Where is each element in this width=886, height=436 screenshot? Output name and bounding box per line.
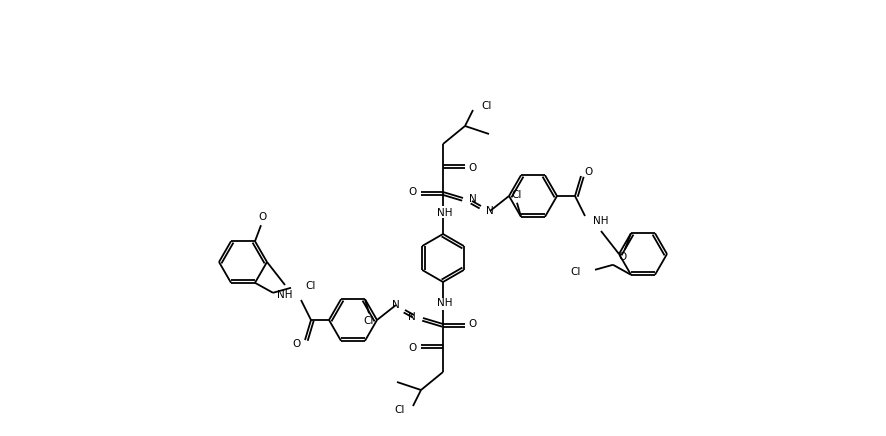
Text: Cl: Cl [480, 101, 491, 111]
Text: NH: NH [593, 216, 608, 226]
Text: Cl: Cl [570, 267, 580, 277]
Text: O: O [408, 187, 416, 197]
Text: NH: NH [277, 290, 292, 300]
Text: O: O [469, 163, 477, 173]
Text: O: O [408, 343, 416, 353]
Text: NH: NH [437, 298, 452, 308]
Text: N: N [392, 300, 400, 310]
Text: N: N [408, 312, 416, 322]
Text: Cl: Cl [511, 190, 522, 200]
Text: O: O [618, 252, 626, 262]
Text: O: O [292, 339, 300, 349]
Text: Cl: Cl [394, 405, 405, 415]
Text: O: O [259, 212, 267, 222]
Text: NH: NH [437, 208, 452, 218]
Text: O: O [584, 167, 593, 177]
Text: Cl: Cl [363, 316, 374, 326]
Text: Cl: Cl [305, 281, 315, 291]
Text: N: N [486, 206, 494, 216]
Text: N: N [469, 194, 476, 204]
Text: O: O [469, 319, 477, 329]
